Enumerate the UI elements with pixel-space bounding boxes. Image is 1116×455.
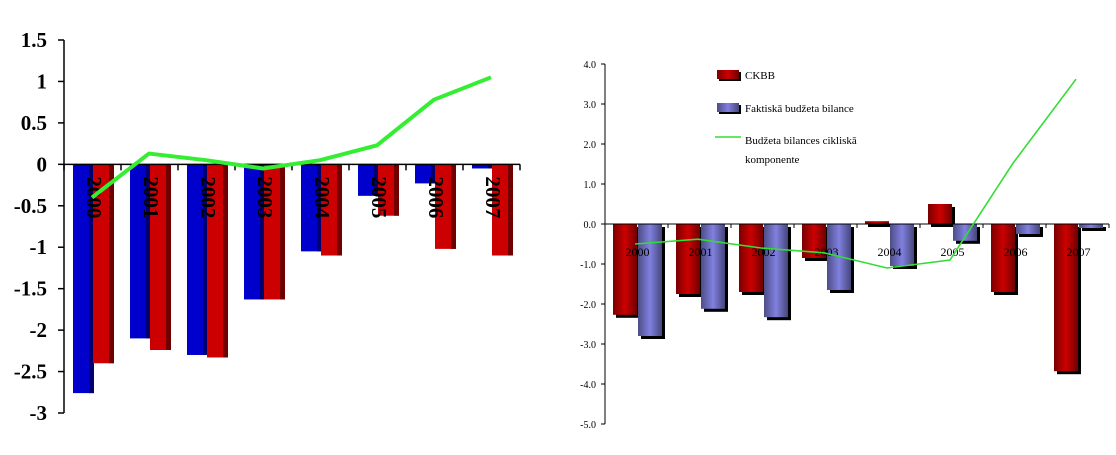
bar-blue-2001 [130,164,151,339]
bar-red-2007 [492,164,513,256]
bar-shade [374,164,379,196]
y-tick-label: -2.5 [14,360,47,384]
y-tick-label: 0.5 [21,111,47,135]
bar-shade [280,164,285,300]
x-category-label: 2003 [253,176,277,218]
x-category-label: 2007 [481,176,505,218]
bar-shade [223,164,228,358]
y-tick-label: -3 [30,401,48,425]
legend-label: komponente [745,154,799,166]
y-tick-label: 2.0 [584,140,597,151]
y-tick-label: 1.5 [21,28,47,52]
x-category-label: 2006 [1004,245,1028,259]
bar-ckbb-2002 [739,224,763,292]
y-tick-label: -5.0 [580,420,596,431]
bar-actual-2001 [701,224,725,309]
y-tick-label: -1.5 [14,277,47,301]
x-category-label: 2001 [139,176,163,218]
bar-shade [431,164,436,184]
bar-red-2001 [150,164,171,351]
bar-ckbb-2001 [676,224,700,294]
bar-ckbb-2004 [865,221,889,224]
x-category-label: 2004 [878,245,902,259]
bar-shade [394,164,399,216]
y-tick-label: -1 [30,235,48,259]
bar-actual-2004 [890,224,914,266]
bar-shade [166,164,171,351]
bar-ckbb-2006 [991,224,1015,292]
budget-balance-chart-right: 4.0 3.0 2.0 1.0 0.0 -1.0 -2.0 -3.0 -4.0 -5.0 2000 2… [580,60,1110,431]
line-series-cyclical [634,78,1077,269]
y-tick-label: 1 [37,69,48,93]
legend-label: Budžeta bilances cikliskā [745,135,857,147]
bar-ckbb-2005 [928,204,952,224]
y-tick-label: -1.0 [580,260,596,271]
legend-swatch [717,103,739,112]
bar-red-2003 [264,164,285,300]
x-category-label: 2001 [689,245,713,259]
bar-red-2004 [321,164,342,256]
y-tick-label: -0.5 [14,194,47,218]
x-category-label: 2002 [196,176,220,218]
bar-actual-2002 [764,224,788,318]
bar-shade [89,164,94,394]
bar-red-2000 [93,164,114,364]
bar-blue-2007 [472,164,493,169]
y-tick-label: 4.0 [584,60,597,71]
bar-red-2002 [207,164,228,358]
bar-shade [109,164,114,364]
bar-blue-2002 [187,164,208,355]
bar-red-2006 [435,164,456,249]
x-category-label: 2000 [626,245,650,259]
bar-shade [260,164,265,300]
y-tick-label: -2 [30,318,48,342]
bar-blue-2006 [415,164,436,184]
x-category-label: 2006 [424,176,448,218]
y-tick-label: 0 [37,152,48,176]
bar-shadow [1082,227,1106,231]
x-category-label: 2004 [310,176,334,219]
x-category-label: 2007 [1067,245,1091,259]
bar-shade [451,164,456,249]
y-tick-label: 1.0 [584,180,597,191]
y-tick-label: -4.0 [580,380,596,391]
line-series-green [90,75,492,200]
y-tick-label: 0.0 [584,220,597,231]
bar-shade [508,164,513,256]
legend-label: CKBB [745,70,775,82]
bar-shade [337,164,342,256]
bar-blue-2005 [358,164,379,196]
bar-actual-2006 [1016,224,1040,234]
x-category-label: 2005 [367,176,391,218]
x-category-label: 2005 [941,245,965,259]
bar-actual-2007 [1079,224,1103,228]
bar-shade [488,164,493,169]
bar-blue-2003 [244,164,265,300]
bar-blue-2000 [73,164,94,394]
bar-ckbb-2000 [613,224,637,315]
y-tick-label: -3.0 [580,340,596,351]
legend-swatch [717,70,739,79]
bar-actual-2000 [638,224,662,336]
bar-shade [203,164,208,355]
bar-red-2005 [378,164,399,216]
bar-shade [317,164,322,252]
bar-shade [146,164,151,339]
bar-ckbb-2007 [1054,224,1078,372]
legend-label: Faktiskā budžeta bilance [745,103,854,115]
y-tick-label: 3.0 [584,100,597,111]
bar-shadow [868,224,892,227]
y-tick-label: -2.0 [580,300,596,311]
bar-blue-2004 [301,164,322,252]
